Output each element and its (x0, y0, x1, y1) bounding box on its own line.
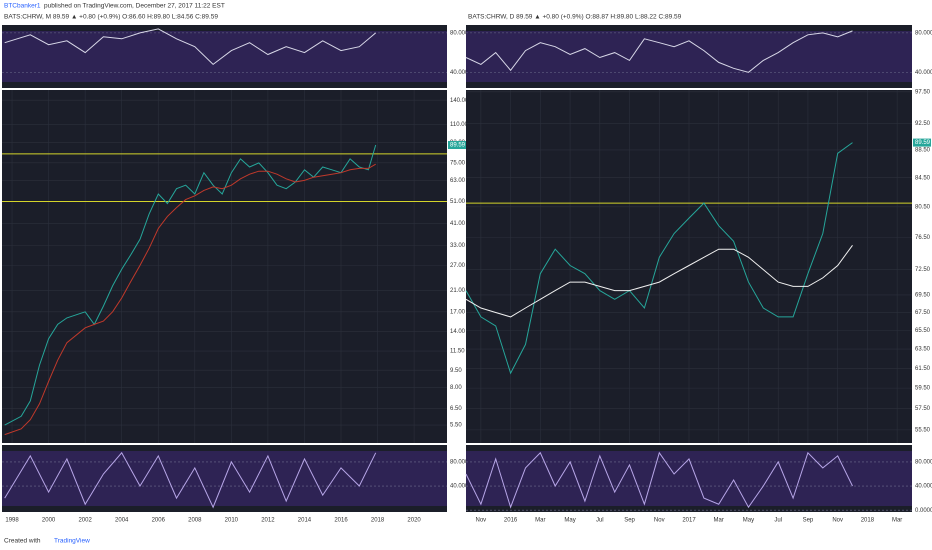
y-tick-label: 67.50 (915, 310, 931, 316)
x-tick-label: Mar (535, 518, 545, 524)
x-tick-label: 2000 (42, 518, 56, 524)
brand[interactable]: TradingView (54, 538, 90, 545)
x-tick-label: 2006 (152, 518, 166, 524)
price-tag-label: 89.59 (915, 140, 931, 146)
x-tick-label: Nov (476, 518, 487, 524)
y-tick-label: 33.00 (450, 243, 466, 249)
y-tick-label: 80.0000 (915, 459, 932, 465)
x-tick-label: 1998 (5, 518, 19, 524)
x-tick-label: 2004 (115, 518, 129, 524)
y-tick-label: 84.50 (915, 175, 931, 181)
y-tick-label: 61.50 (915, 366, 931, 372)
y-tick-label: 21.00 (450, 288, 466, 294)
y-tick-label: 27.00 (450, 263, 466, 269)
y-tick-label: 140.00 (450, 98, 469, 104)
symbol-line: BATS:CHRW, M 89.59 ▲ +0.80 (+0.9%) O:86.… (4, 14, 218, 21)
price-line (465, 451, 853, 509)
y-tick-label: 40.0000 (450, 484, 472, 490)
price-tag (448, 141, 466, 150)
x-tick-label: 2016 (504, 518, 518, 524)
x-tick-label: Mar (714, 518, 724, 524)
x-tick-label: May (564, 518, 575, 524)
x-tick-label: Sep (803, 518, 814, 524)
x-tick-label: Nov (654, 518, 665, 524)
price-line (4, 144, 377, 426)
x-tick-label: Sep (624, 518, 635, 524)
y-tick-label: 88.50 (915, 148, 931, 154)
x-tick-label: 2012 (261, 518, 275, 524)
y-tick-label: 40.0000 (450, 70, 472, 76)
x-tick-label: 2020 (407, 518, 421, 524)
author[interactable]: BTCbanker1 (4, 3, 41, 10)
y-tick-label: 6.50 (450, 406, 462, 412)
y-tick-label: 14.00 (450, 329, 466, 335)
x-tick-label: 2016 (334, 518, 348, 524)
y-tick-label: 80.0000 (915, 30, 932, 36)
y-tick-label: 65.50 (915, 328, 931, 334)
y-tick-label: 9.50 (450, 368, 462, 374)
y-tick-label: 72.50 (915, 267, 931, 273)
indicator-band (466, 31, 912, 82)
y-tick-label: 0.0000 (915, 508, 932, 514)
y-tick-label: 8.00 (450, 385, 462, 391)
y-tick-label: 80.50 (915, 204, 931, 210)
x-tick-label: 2018 (861, 518, 875, 524)
y-tick-label: 63.00 (450, 178, 466, 184)
symbol-line: BATS:CHRW, D 89.59 ▲ +0.80 (+0.9%) O:88.… (468, 14, 682, 21)
price-line (4, 163, 376, 436)
price-line (465, 142, 853, 375)
price-line (4, 28, 377, 66)
y-tick-label: 55.50 (915, 427, 931, 433)
created-with: Created with (4, 538, 41, 545)
pane (2, 90, 447, 443)
y-tick-label: 97.50 (915, 89, 931, 95)
x-tick-label: May (743, 518, 754, 524)
y-tick-label: 40.0000 (915, 70, 932, 76)
x-tick-label: 2008 (188, 518, 202, 524)
price-line (4, 451, 377, 509)
x-tick-label: 2018 (371, 518, 385, 524)
y-tick-label: 5.50 (450, 423, 462, 429)
price-tag-label: 89.59 (450, 143, 466, 149)
x-tick-label: Jul (774, 518, 782, 524)
price-tag (913, 138, 931, 147)
price-line (465, 245, 853, 318)
y-tick-label: 76.50 (915, 235, 931, 241)
y-tick-label: 41.00 (450, 221, 466, 227)
y-tick-label: 59.50 (915, 386, 931, 392)
y-tick-label: 51.00 (450, 199, 466, 205)
y-tick-label: 40.0000 (915, 484, 932, 490)
y-tick-label: 110.00 (450, 122, 469, 128)
x-tick-label: Nov (832, 518, 843, 524)
indicator-band (2, 31, 447, 82)
y-tick-label: 92.50 (915, 121, 931, 127)
x-tick-label: 2002 (78, 518, 92, 524)
y-tick-label: 17.00 (450, 309, 466, 315)
price-line (465, 30, 853, 73)
y-tick-label: 57.50 (915, 406, 931, 412)
x-tick-label: 2017 (682, 518, 696, 524)
y-tick-label: 80.0000 (450, 459, 472, 465)
x-tick-label: 2014 (298, 518, 312, 524)
y-tick-label: 80.0000 (450, 30, 472, 36)
y-tick-label: 69.50 (915, 293, 931, 299)
y-tick-label: 75.00 (450, 160, 466, 166)
x-tick-label: Jul (596, 518, 604, 524)
x-tick-label: Mar (892, 518, 902, 524)
y-tick-label: 63.50 (915, 347, 931, 353)
published: published on TradingView.com, December 2… (44, 3, 225, 10)
x-tick-label: 2010 (225, 518, 239, 524)
y-tick-label: 11.50 (450, 349, 465, 355)
